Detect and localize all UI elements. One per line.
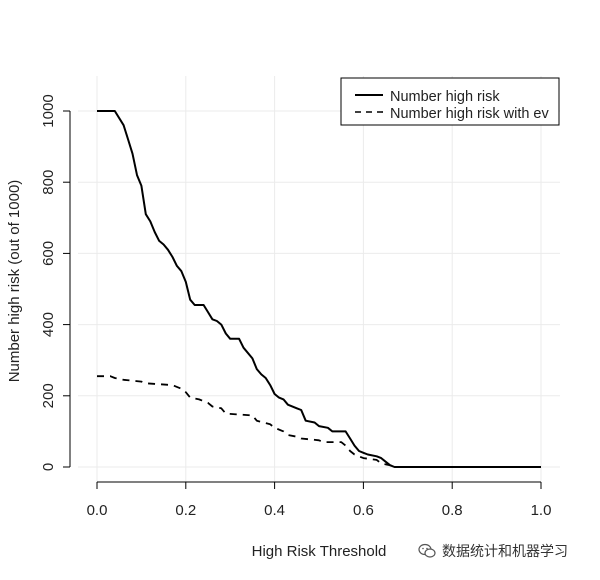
y-tick-label: 600 <box>40 241 57 266</box>
series-layer <box>97 110 541 468</box>
legend-label-number-high-risk-with-ev: Number high risk with ev <box>390 106 549 122</box>
series-line-number-high-risk-with-ev <box>97 375 541 468</box>
x-tick-label: 0.6 <box>353 502 374 519</box>
x-tick-label: 0.0 <box>87 502 108 519</box>
legend-label-number-high-risk: Number high risk <box>390 89 500 105</box>
watermark-text: 数据统计和机器学习 <box>442 543 568 559</box>
legend-box <box>340 77 560 126</box>
y-tick-label: 400 <box>40 312 57 337</box>
legend: Number high risk Number high risk with e… <box>340 77 560 126</box>
x-tick-label: 0.2 <box>175 502 196 519</box>
axes: 0.0 0.2 0.4 0.6 0.8 1.0 0 200 400 600 800 1000 <box>40 94 551 519</box>
x-tick-label: 0.8 <box>442 502 463 519</box>
x-axis-title: High Risk Threshold <box>252 543 387 560</box>
series-line-number-high-risk <box>97 110 541 468</box>
watermark: 数据统计和机器学习 <box>418 541 568 561</box>
y-tick-label: 200 <box>40 383 57 408</box>
y-axis-title: Number high risk (out of 1000) <box>6 180 23 383</box>
x-tick-label: 1.0 <box>531 502 552 519</box>
x-tick-label: 0.4 <box>264 502 285 519</box>
y-tick-label: 1000 <box>40 94 57 127</box>
plot-grid <box>78 76 560 482</box>
y-tick-label: 800 <box>40 170 57 195</box>
wechat-icon <box>418 543 436 559</box>
y-tick-label: 0 <box>40 463 57 471</box>
